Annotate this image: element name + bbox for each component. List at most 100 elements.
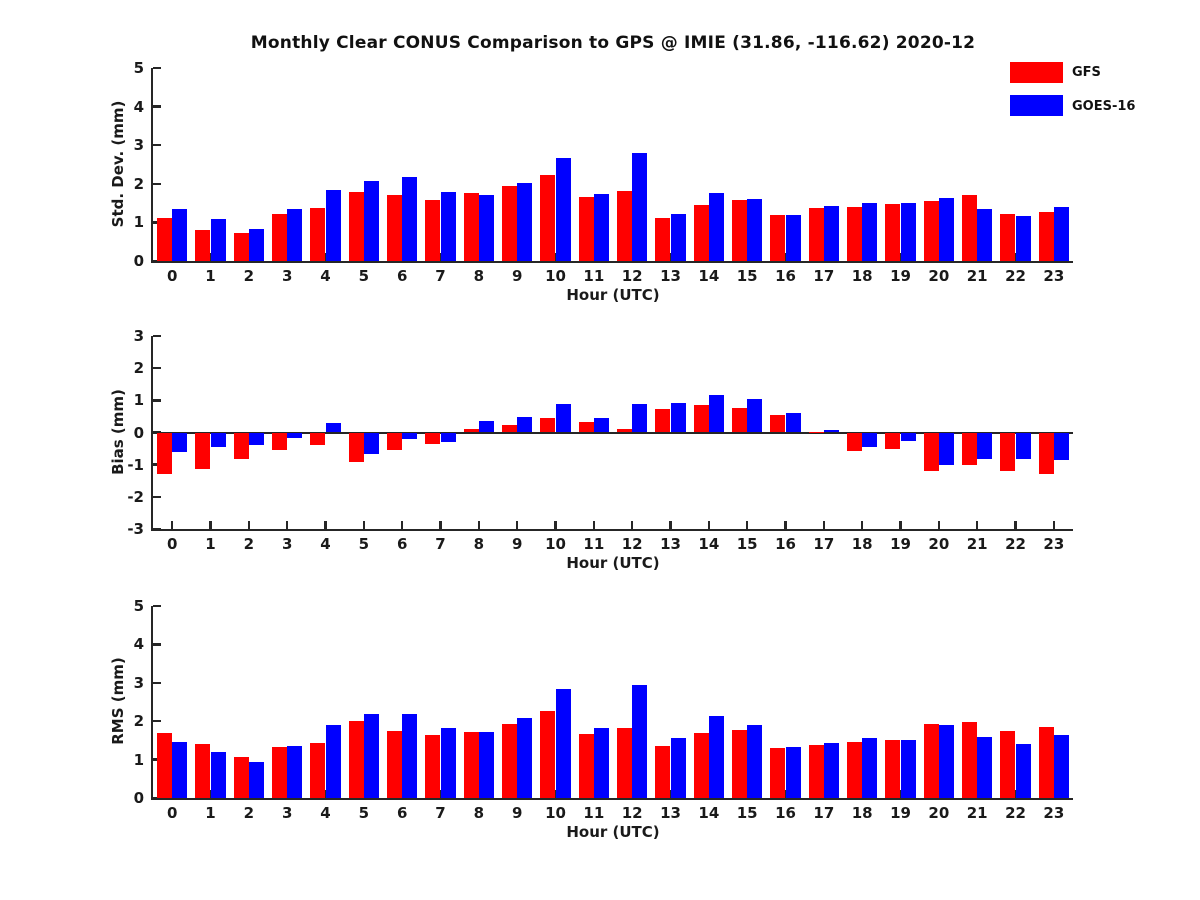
y-tick-label: -2 — [127, 487, 144, 506]
goes16-bar — [363, 432, 380, 455]
x-tick-label: 11 — [583, 267, 605, 285]
x-tick-label: 19 — [890, 804, 911, 822]
goes16-bar — [823, 206, 840, 261]
goes16-bar — [325, 189, 341, 261]
x-tick-label: 20 — [928, 535, 950, 553]
x-tick — [1014, 790, 1017, 798]
gfs-bar — [310, 208, 326, 261]
gfs-bar — [463, 428, 479, 433]
y-tick — [153, 720, 161, 723]
x-tick-label: 22 — [1005, 804, 1026, 822]
gfs-bar — [770, 214, 786, 261]
x-tick-label: 7 — [435, 535, 446, 553]
gfs-bar — [731, 200, 748, 261]
goes16-bar — [1053, 432, 1070, 461]
x-tick-label: 23 — [1043, 804, 1065, 822]
y-tick — [153, 681, 161, 684]
x-tick-label: 8 — [473, 267, 485, 285]
x-tick-label: 1 — [205, 804, 216, 822]
y-tick-label: 3 — [133, 673, 144, 692]
goes16-bar — [1015, 432, 1031, 459]
x-tick-label: 4 — [320, 535, 331, 553]
goes16-bar — [670, 213, 686, 261]
y-tick — [153, 604, 161, 608]
goes16-bar — [632, 685, 648, 798]
y-tick-label: 1 — [133, 750, 144, 769]
gfs-bar — [156, 432, 173, 474]
goes16-bar — [632, 404, 648, 433]
x-tick — [899, 253, 902, 261]
x-tick — [784, 790, 787, 798]
gfs-bar — [195, 230, 211, 261]
x-tick — [822, 521, 826, 529]
goes16-bar — [708, 716, 725, 798]
y-tick-label: 4 — [133, 97, 144, 116]
x-tick — [554, 790, 557, 798]
gfs-bar — [846, 741, 863, 798]
x-tick — [324, 253, 327, 261]
gfs-bar — [348, 721, 364, 798]
goes16-bar — [1015, 215, 1031, 261]
x-tick-label: 18 — [851, 267, 873, 285]
y-tick-label: 0 — [133, 789, 144, 807]
gfs-bar — [425, 432, 441, 445]
x-axis-label: Hour (UTC) — [566, 823, 660, 841]
x-tick — [899, 521, 902, 529]
y-tick-label: 4 — [133, 635, 144, 654]
x-tick-label: 3 — [281, 267, 293, 285]
x-tick — [477, 521, 481, 529]
x-tick-label: 2 — [243, 267, 255, 285]
x-tick — [554, 521, 557, 529]
x-tick-label: 9 — [511, 267, 523, 285]
legend-label-gfs: GFS — [1072, 65, 1101, 80]
x-tick — [784, 253, 787, 261]
gfs-bar — [1038, 432, 1054, 475]
x-tick-label: 15 — [736, 535, 758, 553]
x-tick-label: 13 — [660, 804, 681, 822]
gfs-bar — [923, 201, 939, 261]
x-tick-label: 8 — [473, 804, 485, 822]
x-tick-label: 14 — [698, 535, 720, 553]
y-axis-spine — [150, 68, 153, 264]
gfs-bar — [693, 404, 709, 433]
x-tick — [669, 790, 672, 798]
x-tick-label: 2 — [243, 804, 255, 822]
gfs-bar — [271, 213, 288, 261]
goes16-bar — [172, 208, 188, 261]
x-tick — [362, 521, 366, 529]
gfs-bar — [501, 425, 518, 433]
x-tick-label: 10 — [545, 267, 566, 285]
goes16-bar — [632, 152, 648, 261]
x-tick-label: 15 — [736, 267, 758, 285]
x-tick — [1014, 253, 1017, 261]
x-tick — [1014, 521, 1017, 529]
x-tick — [209, 790, 212, 798]
y-tick-label: 3 — [133, 136, 144, 155]
gfs-bar — [271, 432, 288, 450]
goes16-bar — [555, 403, 571, 433]
gfs-bar — [961, 195, 978, 261]
gfs-bar — [808, 744, 824, 798]
goes16-bar — [210, 752, 226, 798]
y-axis-spine — [150, 336, 153, 532]
goes16-bar — [440, 728, 456, 798]
x-tick-label: 0 — [166, 267, 178, 285]
goes16-bar — [248, 762, 265, 798]
goes16-bar — [977, 209, 993, 261]
gfs-bar — [808, 431, 824, 433]
goes16-bar — [747, 399, 763, 433]
y-tick-label: 3 — [133, 327, 144, 345]
gfs-bar — [310, 743, 326, 798]
x-tick — [439, 253, 442, 261]
x-tick — [745, 521, 749, 529]
gfs-bar — [1038, 727, 1054, 798]
goes16-bar — [593, 728, 610, 798]
x-tick — [247, 521, 251, 529]
goes16-bar — [172, 741, 188, 798]
x-tick — [592, 521, 596, 529]
x-tick-label: 5 — [358, 804, 370, 822]
goes16-bar — [478, 731, 495, 798]
x-tick-label: 3 — [281, 535, 293, 553]
